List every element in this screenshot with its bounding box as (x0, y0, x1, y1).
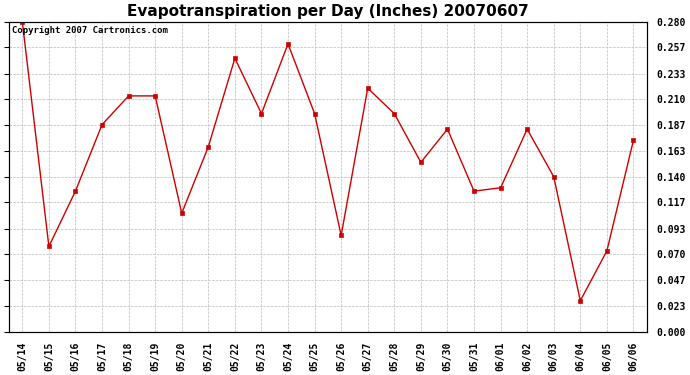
Text: Copyright 2007 Cartronics.com: Copyright 2007 Cartronics.com (12, 26, 168, 35)
Title: Evapotranspiration per Day (Inches) 20070607: Evapotranspiration per Day (Inches) 2007… (127, 4, 529, 19)
